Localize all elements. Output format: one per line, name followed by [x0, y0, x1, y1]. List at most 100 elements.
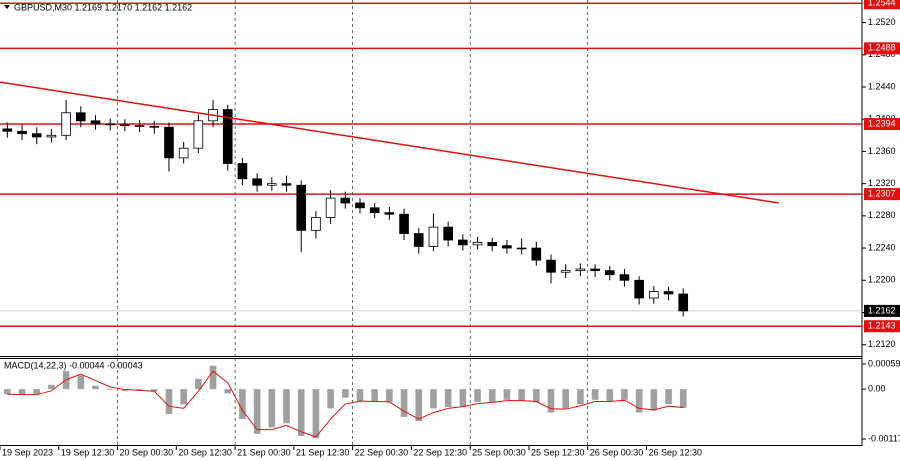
candle-body	[311, 217, 321, 231]
candle-body	[267, 183, 277, 186]
candle-body	[663, 291, 674, 295]
y-tick-label: -0.00117	[868, 433, 900, 443]
macd-bar	[577, 389, 584, 405]
candle-body	[384, 212, 395, 215]
x-tick-label: 19 Sep 2023	[2, 447, 53, 457]
indicator-title: MACD(14,22,3) -0.00044 -0.00043	[4, 360, 143, 370]
macd-bar	[386, 389, 393, 402]
y-tick-label: 0.00059	[868, 358, 900, 368]
macd-bar	[371, 389, 378, 402]
macd-bar	[150, 389, 158, 392]
x-tick-label: 26 Sep 00:30	[590, 447, 644, 457]
macd-bar	[165, 389, 173, 414]
level-label-box	[864, 188, 900, 201]
level-label: 1.2307	[868, 188, 896, 198]
candle-body	[369, 207, 380, 214]
macd-bar	[356, 389, 364, 402]
y-tick-label: 0.00	[868, 384, 886, 394]
macd-bar	[665, 389, 672, 405]
macd-bar	[327, 389, 334, 409]
candle-body	[325, 197, 336, 218]
candle-body	[355, 202, 365, 209]
level-label-box	[864, 0, 900, 10]
candle-body	[105, 123, 116, 126]
macd-bar	[239, 389, 246, 419]
candle-body	[575, 268, 586, 272]
macd-bar	[268, 389, 276, 428]
candle-body	[604, 270, 615, 276]
candle-body	[76, 112, 86, 122]
level-label: 1.2544	[868, 0, 896, 8]
candle-body	[531, 247, 542, 261]
candle-body	[634, 279, 644, 299]
candle-body	[252, 178, 262, 186]
macd-bar	[283, 389, 290, 424]
candle-body	[502, 245, 512, 249]
candle-body	[472, 242, 483, 246]
macd-bar	[195, 378, 202, 390]
macd-bar	[415, 389, 423, 422]
y-tick-label: 1.2280	[868, 210, 896, 220]
candle-body	[90, 120, 101, 125]
macd-bar	[606, 389, 614, 402]
macd-bar	[532, 389, 540, 402]
candle-body	[340, 197, 351, 204]
x-tick-label: 21 Sep 12:30	[296, 447, 350, 457]
x-tick-label: 25 Sep 12:30	[531, 447, 585, 457]
candle-body	[164, 126, 174, 159]
macd-bar	[488, 389, 496, 402]
macd-bar	[621, 389, 628, 400]
menu-arrow	[4, 5, 10, 9]
candle-body	[458, 239, 468, 246]
candle-body	[178, 147, 189, 159]
candle-body	[546, 259, 556, 273]
candle-body	[17, 130, 27, 135]
candle-body	[120, 124, 130, 127]
level-label-box	[864, 320, 900, 333]
candle-body	[296, 184, 307, 231]
macd-bar	[341, 389, 349, 398]
macd-bar	[430, 389, 437, 409]
macd-bar	[591, 389, 599, 400]
macd-bar	[33, 389, 41, 395]
candle-body	[590, 268, 600, 272]
macd-bar	[180, 389, 187, 405]
candle-body	[46, 134, 57, 138]
macd-bar	[297, 389, 305, 437]
level-label: 1.2143	[868, 321, 896, 331]
level-label-box	[864, 42, 900, 55]
macd-bar	[635, 389, 643, 413]
macd-bar	[4, 389, 11, 395]
macd-bar	[503, 389, 511, 400]
candle-body	[237, 163, 248, 180]
candle-body	[443, 226, 453, 241]
candle-body	[61, 112, 71, 136]
candle-body	[678, 293, 689, 312]
current-price-box	[864, 304, 900, 317]
signal-line	[7, 370, 684, 438]
candle-body	[193, 120, 204, 149]
y-tick-label: 1.2120	[868, 339, 896, 349]
candle-body	[222, 109, 233, 164]
candle-body	[399, 213, 409, 234]
macd-bar	[253, 389, 261, 434]
macd-bar	[518, 389, 525, 402]
x-tick-label: 20 Sep 12:30	[178, 447, 232, 457]
candle-body	[487, 242, 498, 247]
candle-body	[134, 125, 145, 127]
y-tick-label: 1.2200	[868, 275, 896, 285]
candle-body	[149, 126, 160, 128]
candle-body	[281, 183, 292, 186]
macd-bar	[106, 389, 114, 390]
current-price-label: 1.2162	[868, 305, 896, 315]
macd-bar	[92, 385, 99, 390]
chart-title: GBPUSD,M30 1.2169 1.2170 1.2162 1.2162	[14, 2, 192, 12]
candle-body	[413, 233, 424, 247]
macd-bar	[547, 389, 555, 413]
candle-body	[619, 274, 630, 281]
macd-bar	[459, 389, 467, 407]
x-tick-label: 21 Sep 00:30	[237, 447, 291, 457]
macd-bar	[77, 375, 85, 390]
x-tick-label: 19 Sep 12:30	[61, 447, 115, 457]
x-tick-label: 26 Sep 12:30	[649, 447, 703, 457]
